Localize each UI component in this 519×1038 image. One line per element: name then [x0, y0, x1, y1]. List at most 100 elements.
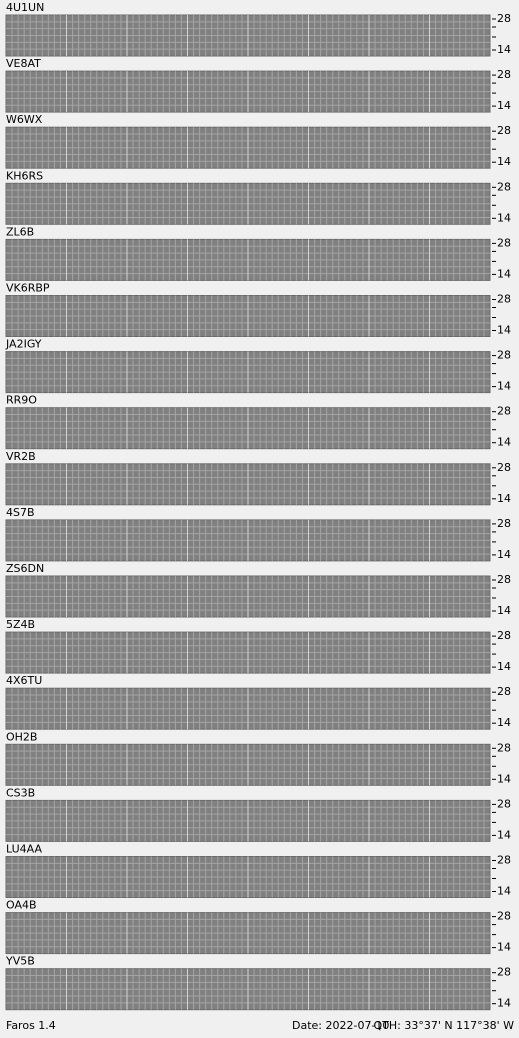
axis-tick-label: 14: [497, 997, 511, 1010]
grid-lines: [6, 127, 490, 169]
beacon-panel: CS3B 28 14: [5, 786, 511, 842]
axis-tick-label: 14: [497, 885, 511, 898]
grid-major-lines: [66, 295, 430, 337]
beacon-label: 4X6TU: [6, 674, 42, 687]
beacon-label: VE8AT: [6, 57, 41, 70]
beacon-label: JA2IGY: [5, 338, 42, 351]
beacon-label: YV5B: [5, 955, 35, 968]
beacon-panel: 4X6TU 28 14: [5, 674, 511, 730]
beacon-label: VR2B: [6, 450, 36, 463]
beacon-panel: 4U1UN 28 14: [5, 1, 511, 57]
grid-major-lines: [66, 632, 430, 674]
date: Date: 2022-07-10: [292, 1019, 389, 1032]
grid-major-lines: [66, 239, 430, 281]
beacon-label: 4U1UN: [6, 1, 44, 14]
beacon-label: VK6RBP: [6, 282, 50, 295]
grid-lines: [6, 744, 490, 786]
beacon-panel: JA2IGY 28 14: [5, 338, 511, 394]
axis-tick-label: 14: [497, 380, 511, 393]
grid-lines: [6, 688, 490, 730]
beacon-label: OH2B: [6, 730, 37, 743]
beacon-panel: RR9O 28 14: [5, 394, 511, 450]
axis-tick-label: 14: [497, 99, 511, 112]
grid-major-lines: [66, 800, 430, 842]
beacon-label: W6WX: [6, 113, 43, 126]
axis-tick-label: 28: [497, 854, 511, 867]
axis-tick-label: 28: [497, 293, 511, 306]
grid-lines: [6, 463, 490, 505]
beacon-panel: VE8AT 28 14: [5, 57, 511, 113]
beacon-label: 4S7B: [6, 506, 35, 519]
grid-major-lines: [66, 71, 430, 113]
grid-major-lines: [66, 407, 430, 449]
axis-tick-label: 28: [497, 741, 511, 754]
beacon-panel: LU4AA 28 14: [5, 843, 511, 898]
grid-major-lines: [66, 519, 430, 561]
qth: QTH: 33°37' N 117°38' W: [374, 1019, 515, 1032]
beacon-panel: ZS6DN 28 14: [5, 562, 511, 618]
beacon-label: ZL6B: [6, 225, 34, 238]
grid-major-lines: [66, 15, 430, 56]
axis-tick-label: 14: [497, 660, 511, 673]
grid-major-lines: [66, 576, 430, 617]
axis-tick-label: 28: [497, 405, 511, 418]
grid-major-lines: [66, 183, 430, 225]
grid-lines: [6, 800, 490, 842]
beacon-panel: ZL6B 28 14: [5, 225, 511, 281]
axis-tick-label: 28: [497, 461, 511, 474]
grid-major-lines: [66, 351, 430, 393]
axis-tick-label: 14: [497, 324, 511, 337]
grid-lines: [6, 239, 490, 281]
axis-tick-label: 14: [497, 548, 511, 561]
beacon-panel: OH2B 28 14: [5, 730, 511, 786]
beacon-panel: VK6RBP 28 14: [5, 282, 511, 337]
grid-lines: [6, 576, 490, 617]
axis-tick-label: 14: [497, 43, 511, 56]
grid-lines: [6, 15, 490, 56]
grid-lines: [6, 351, 490, 393]
grid-lines: [6, 183, 490, 225]
beacon-label: 5Z4B: [6, 618, 35, 631]
grid-lines: [6, 968, 490, 1010]
grid-major-lines: [66, 968, 430, 1010]
grid-major-lines: [66, 688, 430, 730]
grid-lines: [6, 519, 490, 561]
grid-major-lines: [66, 912, 430, 954]
axis-tick-label: 14: [497, 211, 511, 224]
axis-tick-label: 14: [497, 941, 511, 954]
beacon-panel: 4S7B 28 14: [5, 506, 511, 562]
grid-lines: [6, 407, 490, 449]
grid-major-lines: [66, 127, 430, 169]
axis-tick-label: 28: [497, 124, 511, 137]
axis-tick-label: 28: [497, 573, 511, 586]
beacon-panel: OA4B 28 14: [5, 899, 511, 955]
axis-tick-label: 28: [497, 349, 511, 362]
grid-major-lines: [66, 856, 430, 898]
axis-tick-label: 14: [497, 436, 511, 449]
grid-lines: [6, 632, 490, 674]
beacon-panel: VR2B 28 14: [5, 450, 511, 506]
grid-lines: [6, 71, 490, 113]
grid-major-lines: [66, 463, 430, 505]
axis-tick-label: 28: [497, 685, 511, 698]
beacon-panel: YV5B 28 14: [5, 955, 511, 1011]
grid-lines: [6, 295, 490, 337]
beacon-label: ZS6DN: [6, 562, 44, 575]
grid-lines: [6, 856, 490, 898]
axis-tick-label: 28: [497, 12, 511, 25]
axis-tick-label: 28: [497, 68, 511, 81]
beacon-label: RR9O: [6, 394, 37, 407]
axis-tick-label: 14: [497, 828, 511, 841]
grid-major-lines: [66, 744, 430, 786]
axis-tick-label: 28: [497, 910, 511, 923]
beacon-label: LU4AA: [6, 843, 42, 856]
app-version: Faros 1.4: [6, 1019, 56, 1032]
axis-tick-label: 28: [497, 966, 511, 979]
beacon-panel: KH6RS 28 14: [5, 169, 511, 225]
beacon-label: OA4B: [6, 899, 37, 912]
axis-tick-label: 28: [497, 236, 511, 249]
axis-tick-label: 28: [497, 180, 511, 193]
axis-tick-label: 14: [497, 492, 511, 505]
